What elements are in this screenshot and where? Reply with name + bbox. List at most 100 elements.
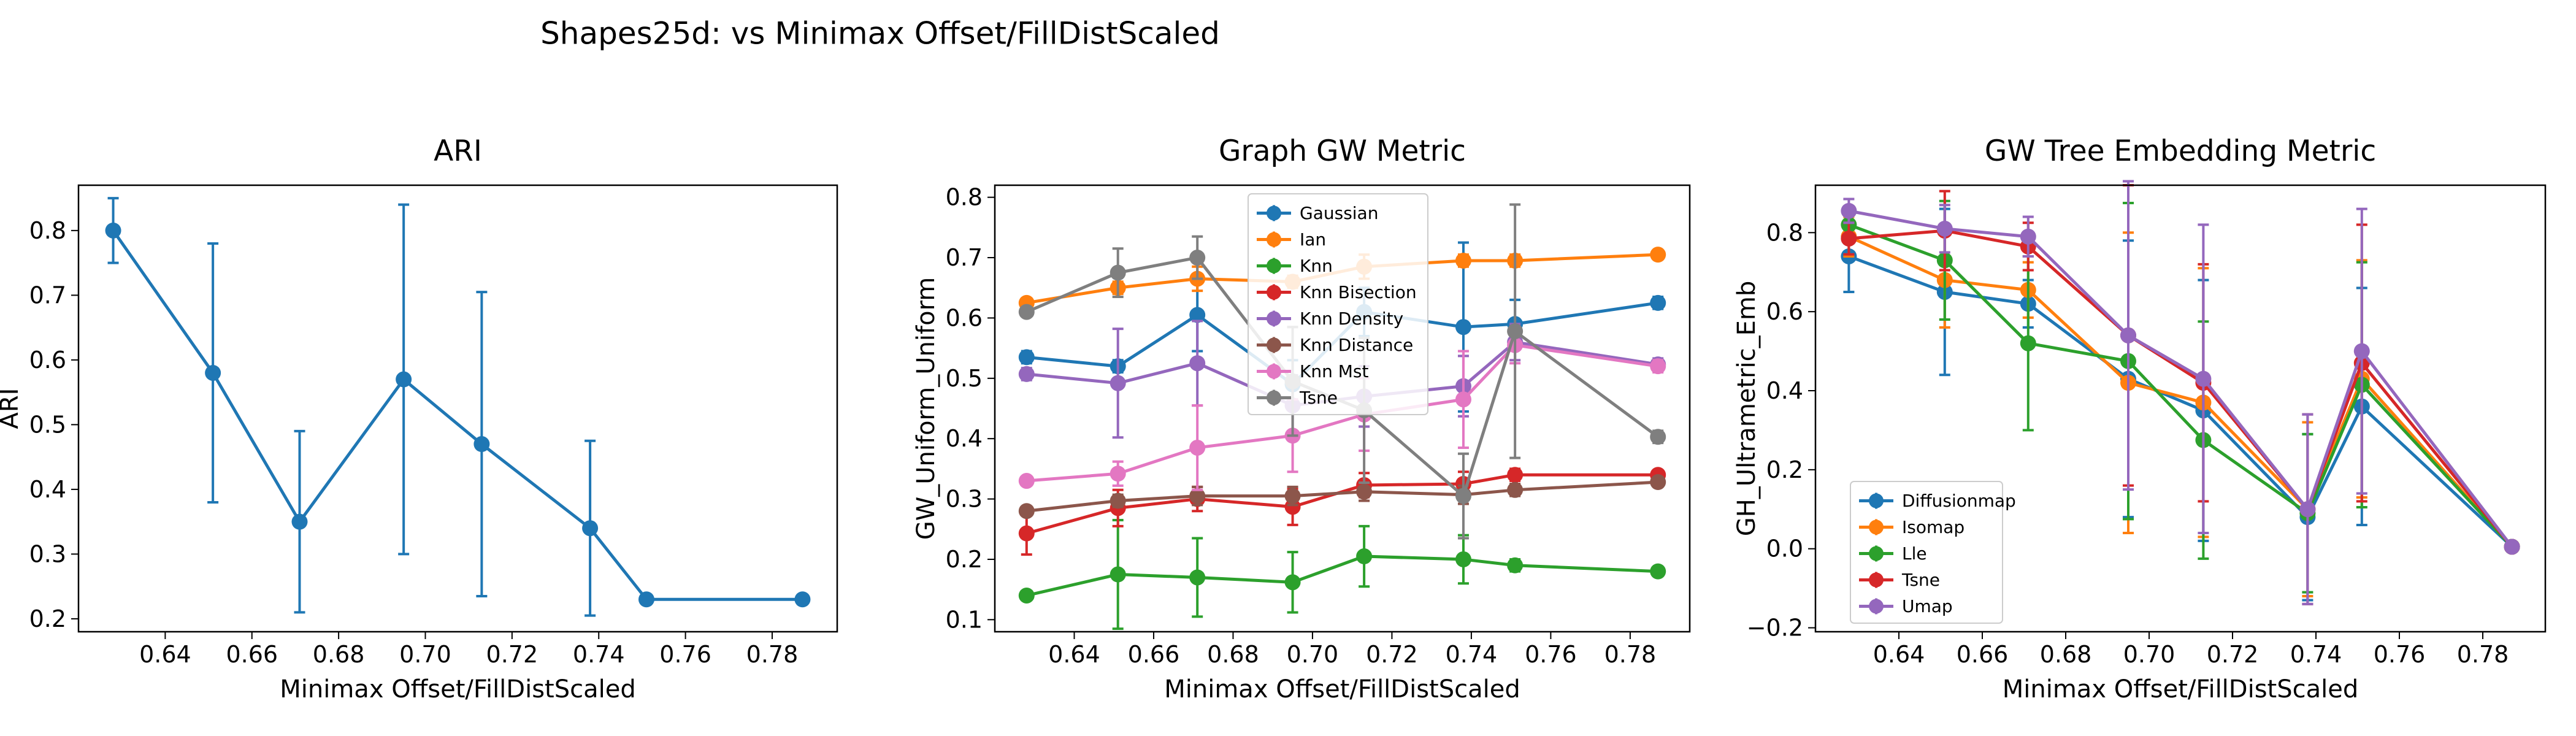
data-point [1507,481,1524,498]
series-3 [1018,519,1666,631]
legend-label: Gaussian [1300,203,1378,223]
chart-title: Graph GW Metric [1219,134,1466,168]
legend-label: Diffusionmap [1902,491,2016,511]
y-tick-label: 0.8 [29,217,66,244]
data-point [1356,483,1373,500]
data-point [1284,574,1301,591]
legend: Diffusionmap Isomap Lle Tsne Umap [1850,481,2016,624]
data-point [291,513,308,530]
chart-panel-1: ARI 0.64 0.66 0.68 0.70 0.72 0.74 0.76 0.78 0.2 0.… [0,134,838,703]
plot-frame [1814,184,2547,633]
data-point [1507,323,1524,340]
y-tick-label: 0.5 [29,411,66,438]
data-point [1018,349,1035,366]
series-line [1848,223,2513,548]
series-line [1848,255,2513,548]
y-tick-label: 0.4 [1766,377,1803,404]
x-tick-label: 0.68 [1207,641,1259,668]
x-axis-label: Minimax Offset/FillDistScaled [2003,675,2359,703]
series-line [1848,209,2513,548]
series-1 [105,197,811,617]
y-tick-label: 0.8 [946,184,983,211]
x-tick-label: 0.70 [399,641,451,668]
chart-panel-3: GW Tree Embedding Metric 0.64 0.66 0.68 0.70… [1733,134,2547,703]
data-point [1650,429,1666,445]
x-tick-label: 0.64 [139,641,191,668]
data-point [1841,230,1857,247]
data-point [1018,503,1035,519]
data-point [1018,525,1035,542]
series-line [1026,554,1658,597]
data-point [1650,294,1666,311]
legend-label: Knn Density [1300,309,1403,329]
y-axis-label: ARI [0,388,24,429]
x-tick-label: 0.76 [1525,641,1577,668]
y-tick-label: 0.6 [1766,298,1803,325]
x-tick-label: 0.74 [2290,641,2342,668]
legend-swatch-marker [1267,390,1281,405]
data-point [105,222,121,239]
series-line [112,229,803,601]
series-line [1848,235,2513,548]
y-tick-label: 0.7 [29,282,66,309]
legend-label: Umap [1902,596,1953,616]
data-point [1841,202,1857,219]
data-point [1650,358,1666,375]
data-point [1189,355,1206,372]
data-point [396,371,412,388]
y-tick-label: 0.7 [946,244,983,271]
data-point [1455,252,1471,269]
x-tick-label: 0.70 [1287,641,1339,668]
data-point [2504,539,2520,555]
legend-swatch-marker [1267,232,1281,247]
data-point [1018,304,1035,320]
data-point [1189,307,1206,323]
x-tick-label: 0.76 [659,641,711,668]
y-tick-label: 0.6 [29,347,66,374]
legend-swatch-marker [1869,546,1884,561]
x-tick-label: 0.64 [1048,641,1100,668]
data-point [638,591,654,608]
x-axis-label: Minimax Offset/FillDistScaled [1164,675,1520,703]
x-tick-label: 0.64 [1873,641,1925,668]
data-point [1110,466,1126,482]
x-axis-label: Minimax Offset/FillDistScaled [280,675,636,703]
legend-label: Knn [1300,256,1333,276]
legend-swatch-marker [1267,311,1281,326]
data-point [1650,474,1666,491]
legend-swatch-marker [1267,205,1281,221]
data-point [1284,488,1301,504]
y-tick-label: 0.4 [946,425,983,452]
y-tick-label: 0.0 [1766,535,1803,562]
data-point [2120,327,2136,343]
data-point [2195,370,2212,387]
legend-label: Lle [1902,543,1927,564]
data-point [1189,250,1206,266]
y-tick-label: 0.4 [29,476,66,503]
data-point [1110,493,1126,509]
data-point [1189,488,1206,504]
data-point [1455,551,1471,567]
data-point [794,591,811,608]
data-point [1455,391,1471,408]
x-tick-label: 0.72 [2207,641,2259,668]
x-tick-label: 0.78 [1604,641,1657,668]
y-tick-label: 0.2 [29,605,66,632]
legend-label: Tsne [1901,570,1940,590]
y-tick-label: 0.2 [1766,456,1803,483]
series-5 [1841,180,2520,605]
data-point [205,364,221,381]
data-point [2299,501,2316,518]
data-point [1507,467,1524,483]
legend-label: Knn Mst [1300,361,1369,381]
data-point [2020,335,2036,351]
x-tick-label: 0.66 [1128,641,1180,668]
data-point [1936,220,1953,237]
series-line [1026,480,1658,513]
data-point [1110,264,1126,281]
plot-frame [994,184,1691,633]
data-point [1455,488,1471,504]
data-point [1650,247,1666,263]
data-point [1189,569,1206,586]
plot-frame [77,184,838,633]
